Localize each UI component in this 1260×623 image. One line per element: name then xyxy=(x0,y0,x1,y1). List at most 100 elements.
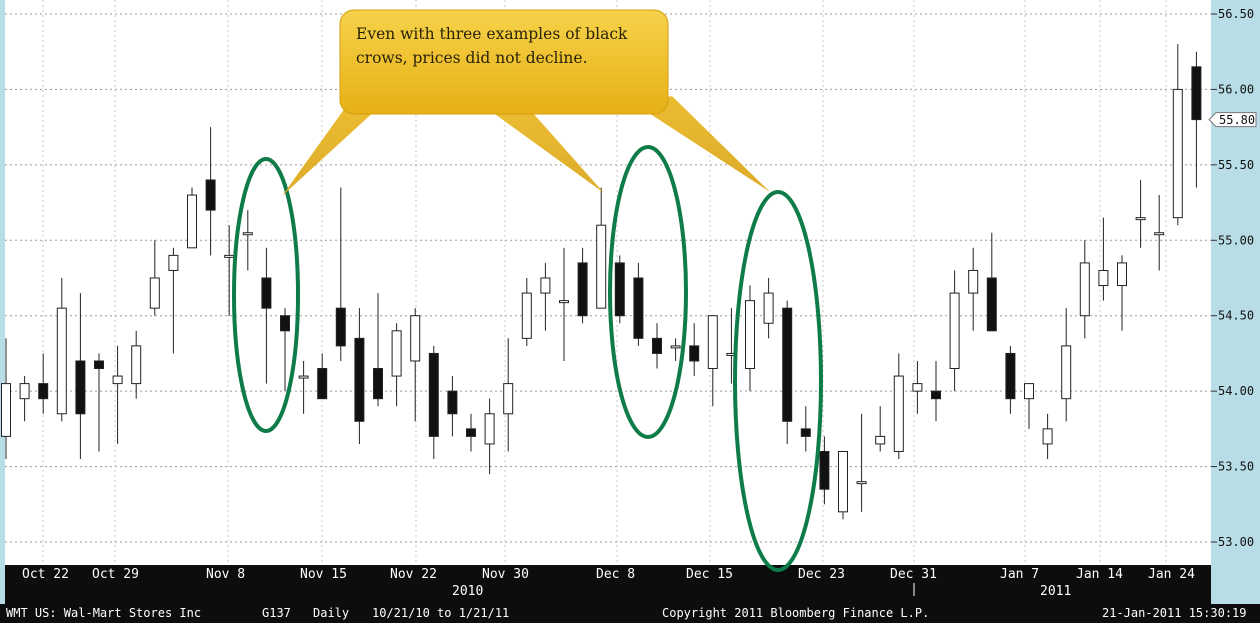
candle-body-down xyxy=(38,383,49,400)
candle xyxy=(1061,308,1072,422)
black-crows-highlights xyxy=(232,145,823,572)
candle-body-up xyxy=(298,375,309,379)
candle xyxy=(1079,240,1090,339)
candle-body-up xyxy=(1172,88,1183,219)
candle-body-down xyxy=(614,262,625,317)
x-tick-label: Nov 15 xyxy=(300,567,347,582)
candle xyxy=(447,376,458,437)
candle xyxy=(596,187,607,309)
candle-body-up xyxy=(56,307,67,415)
candle xyxy=(19,376,30,422)
footer-copyright: Copyright 2011 Bloomberg Finance L.P. xyxy=(662,606,930,620)
candle-body-up xyxy=(559,300,569,304)
candle-body-down xyxy=(1005,352,1016,400)
x-tick-label: Dec 31 xyxy=(890,567,937,582)
y-tick-label: 56.00 xyxy=(1218,82,1254,96)
callout-pointer-left xyxy=(282,108,378,196)
candle-body-down xyxy=(94,360,104,370)
y-tick-label: 53.00 xyxy=(1218,535,1254,549)
candle xyxy=(521,278,532,346)
candle-body-up xyxy=(838,450,848,513)
last-price-marker xyxy=(1208,112,1257,128)
candle xyxy=(1191,51,1202,188)
y-tick-label: 56.50 xyxy=(1218,7,1254,21)
candle xyxy=(968,247,979,331)
candle xyxy=(986,232,997,332)
candle xyxy=(745,285,755,392)
candle xyxy=(1154,195,1165,271)
candle xyxy=(838,450,848,520)
candle-body-up xyxy=(484,413,495,445)
candle-body-down xyxy=(280,315,290,332)
candle-body-down xyxy=(819,450,830,490)
candle-body-down xyxy=(931,390,941,400)
candle-body-up xyxy=(391,330,402,377)
y-axis: 56.50 56.00 55.50 55.00 54.50 54.00 53.50 53.00… xyxy=(1208,7,1257,549)
y-tick-label: 55.50 xyxy=(1218,158,1254,172)
candle-body-up xyxy=(968,269,979,294)
candle-series xyxy=(1,44,1202,520)
candle xyxy=(1005,345,1016,414)
candle-body-down xyxy=(466,428,476,437)
candle-body-down xyxy=(354,337,365,422)
candle-body-up xyxy=(521,292,532,339)
candle-body-up xyxy=(893,375,904,452)
candle-body-up xyxy=(596,224,607,309)
candle-body-up xyxy=(168,254,179,271)
y-tick-label: 54.00 xyxy=(1218,384,1254,398)
candle-body-up xyxy=(149,277,160,309)
candle xyxy=(577,247,588,324)
x-tick-label: Oct 22 xyxy=(22,567,69,582)
candle-body-up xyxy=(410,315,421,362)
candle-body-down xyxy=(652,337,662,354)
candle xyxy=(410,308,421,422)
candle-body-down xyxy=(205,179,216,211)
footer-security: WMT US: Wal-Mart Stores Inc xyxy=(6,606,202,620)
callout-text: Even with three examples of black crows,… xyxy=(356,25,628,67)
candle xyxy=(484,398,495,475)
candle xyxy=(354,308,365,444)
candle xyxy=(131,330,142,399)
candle xyxy=(168,247,179,354)
footer-range: 10/21/10 to 1/21/11 xyxy=(372,606,510,620)
year-label: 2010 xyxy=(452,584,483,599)
candle xyxy=(633,262,644,346)
candle xyxy=(782,300,793,444)
candle xyxy=(949,270,960,392)
candle-body-up xyxy=(1024,383,1034,400)
candle xyxy=(335,187,346,361)
candle xyxy=(856,413,867,512)
x-tick-label: Jan 24 xyxy=(1148,567,1195,582)
footer-period: Daily xyxy=(313,606,350,620)
highlight-ellipse-2 xyxy=(608,145,688,439)
candle xyxy=(652,323,662,369)
candle xyxy=(373,293,383,407)
candle xyxy=(466,413,476,452)
candle-body-up xyxy=(131,345,142,385)
x-axis: Oct 22 Oct 29 Nov 8 Nov 15 Nov 22 Nov 30 Dec 8… xyxy=(22,567,1195,599)
candle xyxy=(1042,413,1053,460)
candle xyxy=(391,323,402,407)
candle-body-up xyxy=(912,383,923,392)
candle-body-down xyxy=(317,368,328,400)
callout-body xyxy=(339,9,669,115)
x-tick-label: Nov 22 xyxy=(390,567,437,582)
candle xyxy=(205,127,216,256)
candle-body-up xyxy=(670,345,681,349)
highlight-ellipse-1 xyxy=(232,157,300,433)
candle-body-up xyxy=(763,292,774,324)
candle xyxy=(503,338,514,452)
candle xyxy=(56,278,67,422)
candle-body-down xyxy=(373,368,383,400)
candle-body-up xyxy=(1117,262,1127,287)
candle xyxy=(670,338,681,361)
candle-body-down xyxy=(1191,66,1202,121)
candle-body-up xyxy=(856,481,867,485)
x-tick-label: Jan 7 xyxy=(1000,567,1039,582)
candle xyxy=(261,247,272,384)
candle-body-down xyxy=(75,360,86,415)
candle xyxy=(1117,255,1127,331)
candle-body-up xyxy=(503,383,514,415)
candle xyxy=(1,338,11,460)
candle xyxy=(763,278,774,339)
